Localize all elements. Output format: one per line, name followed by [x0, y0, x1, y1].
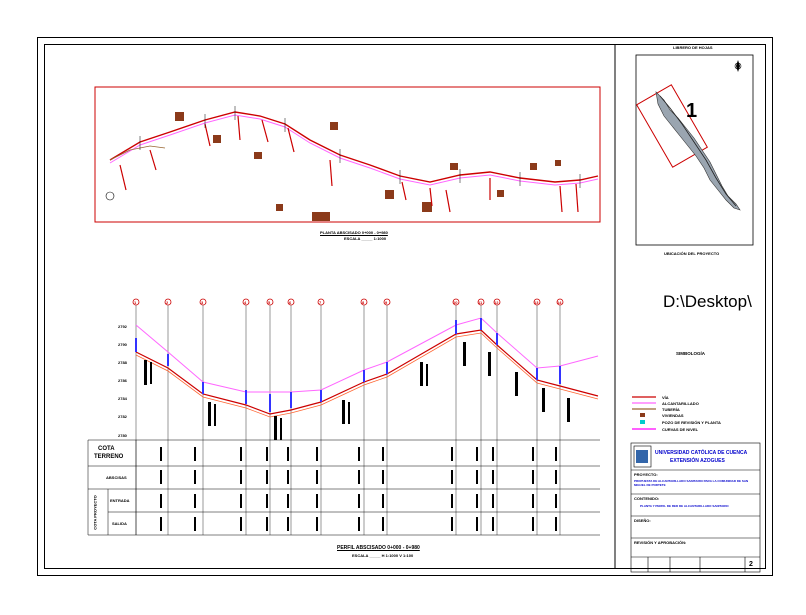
title-block-grid	[630, 442, 761, 573]
node-label: 11	[478, 300, 483, 305]
content-label: CONTENIDO:	[634, 496, 660, 501]
y-tick-label: 2788	[118, 360, 127, 365]
legend-item: POZO DE REVISIÓN Y PLANTA	[662, 420, 721, 425]
node-label: 1	[134, 300, 137, 305]
node-label: 3	[201, 300, 204, 305]
y-tick-label: 2790	[118, 342, 127, 347]
node-label: 4	[244, 300, 247, 305]
legend-item: TUBERÍA	[662, 407, 680, 412]
profile-scale: ESCALA _____ H 1:1000 V 1:100	[352, 553, 414, 558]
profile-node-circles	[132, 298, 564, 306]
row-label-cota-proyecto: COTA PROYECTO	[92, 495, 98, 530]
profile-lines	[135, 317, 599, 418]
location-sheet-number: 1	[686, 100, 698, 122]
node-label: 9	[385, 300, 388, 305]
legend-item: VIVIENDAS	[662, 413, 684, 418]
node-label: 12	[494, 300, 499, 305]
node-label: 13	[534, 300, 539, 305]
location-map	[635, 60, 742, 211]
profile-table-grid	[87, 439, 600, 536]
node-label: 14	[557, 300, 562, 305]
sheet-outer-border	[37, 37, 773, 576]
legend-swatches	[632, 396, 656, 430]
node-label: 7	[319, 300, 322, 305]
plan-alignment	[105, 106, 599, 221]
profile-manholes	[135, 318, 561, 412]
university-campus: EXTENSIÓN AZOGUES	[670, 458, 725, 464]
y-tick-label: 2786	[118, 378, 127, 383]
legend-item: VÍA	[662, 395, 669, 400]
node-label: 2	[166, 300, 169, 305]
design-label: DISEÑO:	[634, 518, 651, 523]
review-label: REVISIÓN Y APROBACIÓN:	[634, 540, 687, 545]
row-label-cota: COTA	[98, 446, 115, 452]
legend-item: CURVAS DE NIVEL	[662, 427, 699, 432]
plan-title: PLANTA ABSCISADO 0+000 - 0+980	[320, 230, 388, 235]
y-tick-label: 2784	[118, 396, 127, 401]
location-caption: UBICACIÓN DEL PROYECTO	[664, 251, 720, 256]
project-label: PROYECTO:	[634, 472, 658, 477]
university-name: UNIVERSIDAD CATÓLICA DE CUENCA	[655, 450, 748, 456]
profile-title: PERFIL ABSCISADO 0+000 - 0+980	[337, 545, 420, 551]
row-label-abscisas: ABSCISAS	[106, 475, 127, 480]
row-label-salida: SALIDA	[112, 521, 127, 526]
sheet-inner-border	[44, 44, 766, 569]
y-tick-label: 2792	[118, 324, 127, 329]
y-tick-label: 2782	[118, 414, 127, 419]
row-label-entrada: ENTRADA	[110, 498, 130, 503]
file-path-text: D:\Desktop\	[663, 292, 752, 311]
node-label: 5	[268, 300, 271, 305]
plan-scale: ESCALA _____ 1:1000	[344, 236, 387, 241]
legend-item: ALCANTARILLADO	[662, 401, 699, 406]
node-label: 8	[362, 300, 365, 305]
sheet-number: 2	[749, 561, 753, 568]
project-text: PROPUESTA DE ALCANTARILLADO SANITARIO PA…	[634, 479, 749, 487]
node-label: 6	[289, 300, 292, 305]
row-label-terreno: TERRENO	[94, 454, 124, 460]
legend-title: SIMBOLOGÍA	[676, 351, 705, 356]
university-logo	[636, 450, 648, 463]
y-tick-label: 2780	[118, 433, 127, 438]
location-title: LIBRERO DE HOJAS	[673, 45, 713, 50]
content-text: PLANTA Y PERFIL DE RED DE ALCANTARILLADO…	[640, 504, 729, 508]
profile-annotations	[144, 342, 570, 440]
profile-table-values	[160, 447, 557, 531]
node-label: 10	[453, 300, 458, 305]
